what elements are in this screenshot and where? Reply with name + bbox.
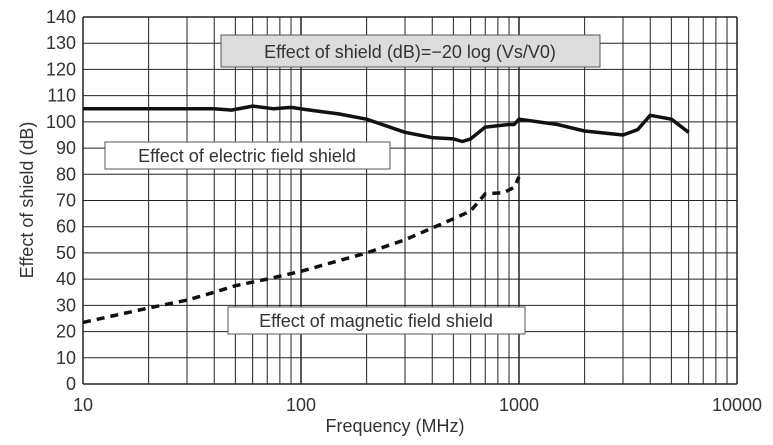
x-tick-label: 10 — [73, 395, 93, 415]
magnetic-field-shield-line — [82, 176, 521, 325]
x-tick-label: 100 — [286, 395, 316, 415]
electric-field-shield-line — [83, 104, 690, 144]
y-tick-label: 100 — [46, 112, 76, 132]
x-tick-label: 10000 — [712, 395, 762, 415]
formula-text: Effect of shield (dB)=−20 log (Vs/V0) — [264, 42, 556, 62]
y-tick-labels: 0 10 20 30 40 50 60 70 80 90 100 110 120 130 140 — [46, 7, 76, 394]
x-tick-labels: 10 100 1000 10000 — [73, 395, 762, 415]
formula-annotation: Effect of shield (dB)=−20 log (Vs/V0) — [220, 34, 601, 68]
y-tick-label: 130 — [46, 33, 76, 53]
series-lines — [82, 104, 690, 325]
y-tick-label: 140 — [46, 7, 76, 27]
y-tick-label: 70 — [56, 191, 76, 211]
x-axis-label: Frequency (MHz) — [325, 416, 464, 436]
y-axis-label: Effect of shield (dB) — [17, 122, 37, 279]
y-tick-label: 110 — [47, 86, 76, 106]
y-tick-label: 90 — [56, 138, 76, 158]
y-tick-label: 10 — [56, 348, 76, 368]
y-tick-label: 0 — [66, 374, 76, 394]
y-tick-label: 20 — [56, 322, 76, 342]
y-tick-label: 40 — [56, 269, 76, 289]
y-tick-label: 120 — [46, 59, 76, 79]
legend-magnetic: Effect of magnetic field shield — [227, 306, 526, 335]
legend-electric: Effect of electric field shield — [104, 141, 391, 170]
y-tick-label: 80 — [56, 164, 76, 184]
y-tick-label: 60 — [56, 217, 76, 237]
y-tick-label: 50 — [56, 243, 76, 263]
y-tick-label: 30 — [56, 295, 76, 315]
legend-electric-label: Effect of electric field shield — [138, 146, 356, 166]
legend-magnetic-label: Effect of magnetic field shield — [259, 311, 493, 331]
x-tick-label: 1000 — [499, 395, 539, 415]
